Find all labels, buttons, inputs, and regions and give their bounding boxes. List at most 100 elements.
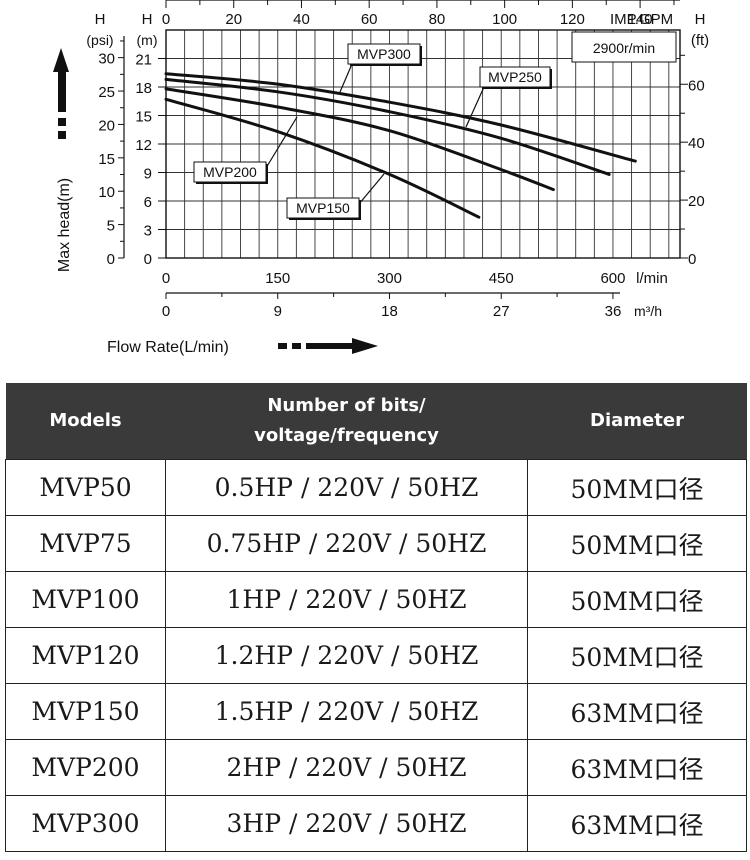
- curve-mvp300: [164, 72, 637, 163]
- label-leader-mvp250: [465, 86, 485, 128]
- model-cell: MVP200: [5, 739, 166, 796]
- m3h-tick-label: 0: [162, 303, 170, 320]
- psi-tick-label: 25: [98, 84, 115, 101]
- top-axis-tick-label: 100: [492, 11, 517, 28]
- series-label-mvp300: MVP300: [357, 46, 411, 62]
- model-cell: MVP300: [5, 795, 166, 852]
- diameter-cell: 50MM口径: [527, 571, 747, 628]
- table-row: MVP150 1.5HP / 220V / 50HZ 63MM口径: [5, 683, 747, 740]
- m3h-tick-label: 27: [493, 303, 510, 320]
- power-cell: 3HP / 220V / 50HZ: [165, 795, 528, 852]
- top-axis-tick-label: 0: [162, 11, 170, 28]
- psi-tick-label: 10: [98, 184, 115, 201]
- model-cell: MVP150: [5, 683, 166, 740]
- m3h-tick-label: 18: [381, 303, 398, 320]
- x-axis-arrow-head: [352, 338, 378, 354]
- lmin-tick-label: 600: [600, 270, 625, 287]
- spec-table: Models Number of bits/ voltage/frequency…: [5, 383, 747, 852]
- table-header-row: Models Number of bits/ voltage/frequency…: [5, 383, 747, 460]
- right-axis-unit: (ft): [691, 32, 709, 49]
- ft-tick-label: 20: [688, 193, 705, 210]
- power-cell: 1.2HP / 220V / 50HZ: [165, 627, 528, 684]
- ft-tick-label: 40: [688, 135, 705, 152]
- lmin-unit: l/min: [636, 270, 668, 287]
- meter-tick-label: 9: [144, 166, 152, 183]
- y-axis-arrow-shaft: [58, 72, 66, 112]
- curve-mvp200: [164, 87, 555, 192]
- label-leader-mvp150: [358, 173, 385, 205]
- top-axis-tick-label: 140: [628, 11, 653, 28]
- ft-tick-label: 60: [688, 77, 705, 94]
- label-box-mvp250: [479, 66, 551, 88]
- label-leader-mvp200: [265, 116, 298, 169]
- x-axis-arrow-shaft: [306, 343, 354, 349]
- y-axis-arrow-dash: [58, 118, 66, 126]
- top-axis-tick-label: 40: [293, 11, 310, 28]
- table-row: MVP75 0.75HP / 220V / 50HZ 50MM口径: [5, 515, 747, 572]
- label-box-mvp200: [193, 161, 267, 183]
- m3h-tick-label: 9: [274, 303, 282, 320]
- meter-tick-label: 6: [144, 194, 152, 211]
- header-power: Number of bits/ voltage/frequency: [165, 383, 528, 460]
- psi-tick-label: 0: [107, 251, 115, 268]
- top-axis-unit: IMP.GPM: [610, 11, 673, 28]
- psi-axis-label-h: H: [95, 11, 106, 28]
- x-axis-title: Flow Rate(L/min): [107, 339, 229, 356]
- curve-mvp150: [164, 97, 481, 219]
- y-axis-arrow-head: [53, 48, 69, 72]
- model-cell: MVP50: [5, 459, 166, 516]
- diameter-cell: 50MM口径: [527, 459, 747, 516]
- meter-tick-label: 12: [135, 137, 152, 154]
- meter-axis-label-h: H: [142, 11, 153, 28]
- top-axis-tick-label: 80: [429, 11, 446, 28]
- meter-axis-unit: (m): [137, 32, 158, 48]
- power-cell: 0.5HP / 220V / 50HZ: [165, 459, 528, 516]
- y-axis-arrow-dash: [58, 131, 66, 139]
- psi-axis-unit: (psi): [86, 32, 113, 48]
- model-cell: MVP120: [5, 627, 166, 684]
- model-cell: MVP75: [5, 515, 166, 572]
- top-axis-tick-label: 120: [560, 11, 585, 28]
- diameter-cell: 63MM口径: [527, 739, 747, 796]
- model-cell: MVP100: [5, 571, 166, 628]
- top-axis-tick-label: 20: [225, 11, 242, 28]
- meter-tick-label: 18: [135, 80, 152, 97]
- lmin-tick-label: 300: [377, 270, 402, 287]
- right-axis-label-h: H: [695, 11, 706, 28]
- curve-mvp250: [164, 77, 611, 176]
- speed-box: [571, 31, 677, 63]
- diameter-cell: 63MM口径: [527, 683, 747, 740]
- label-box-mvp300: [347, 43, 421, 65]
- power-cell: 0.75HP / 220V / 50HZ: [165, 515, 528, 572]
- table-row: MVP50 0.5HP / 220V / 50HZ 50MM口径: [5, 459, 747, 516]
- table-row: MVP300 3HP / 220V / 50HZ 63MM口径: [5, 795, 747, 852]
- label-leader-mvp300: [339, 63, 353, 93]
- speed-label: 2900r/min: [593, 40, 655, 56]
- power-cell: 2HP / 220V / 50HZ: [165, 739, 528, 796]
- top-axis-tick-label: 60: [361, 11, 378, 28]
- header-diameter: Diameter: [527, 383, 747, 460]
- psi-tick-label: 30: [98, 51, 115, 68]
- ft-tick-label: 0: [688, 251, 696, 268]
- psi-tick-label: 15: [98, 151, 115, 168]
- series-label-mvp200: MVP200: [203, 164, 257, 180]
- diameter-cell: 63MM口径: [527, 795, 747, 852]
- power-cell: 1HP / 220V / 50HZ: [165, 571, 528, 628]
- y-axis-title: Max head(m): [56, 178, 73, 272]
- power-cell: 1.5HP / 220V / 50HZ: [165, 683, 528, 740]
- psi-tick-label: 20: [98, 117, 115, 134]
- label-box-mvp150: [286, 197, 360, 219]
- meter-tick-label: 3: [144, 223, 152, 240]
- lmin-tick-label: 0: [162, 270, 170, 287]
- table-row: MVP120 1.2HP / 220V / 50HZ 50MM口径: [5, 627, 747, 684]
- table-row: MVP200 2HP / 220V / 50HZ 63MM口径: [5, 739, 747, 796]
- x-axis-arrow-dash: [278, 343, 287, 349]
- m3h-unit: m³/h: [634, 303, 662, 319]
- lmin-tick-label: 450: [489, 270, 514, 287]
- table-row: MVP100 1HP / 220V / 50HZ 50MM口径: [5, 571, 747, 628]
- lmin-tick-label: 150: [265, 270, 290, 287]
- meter-tick-label: 21: [135, 52, 152, 69]
- diameter-cell: 50MM口径: [527, 515, 747, 572]
- meter-tick-label: 15: [135, 109, 152, 126]
